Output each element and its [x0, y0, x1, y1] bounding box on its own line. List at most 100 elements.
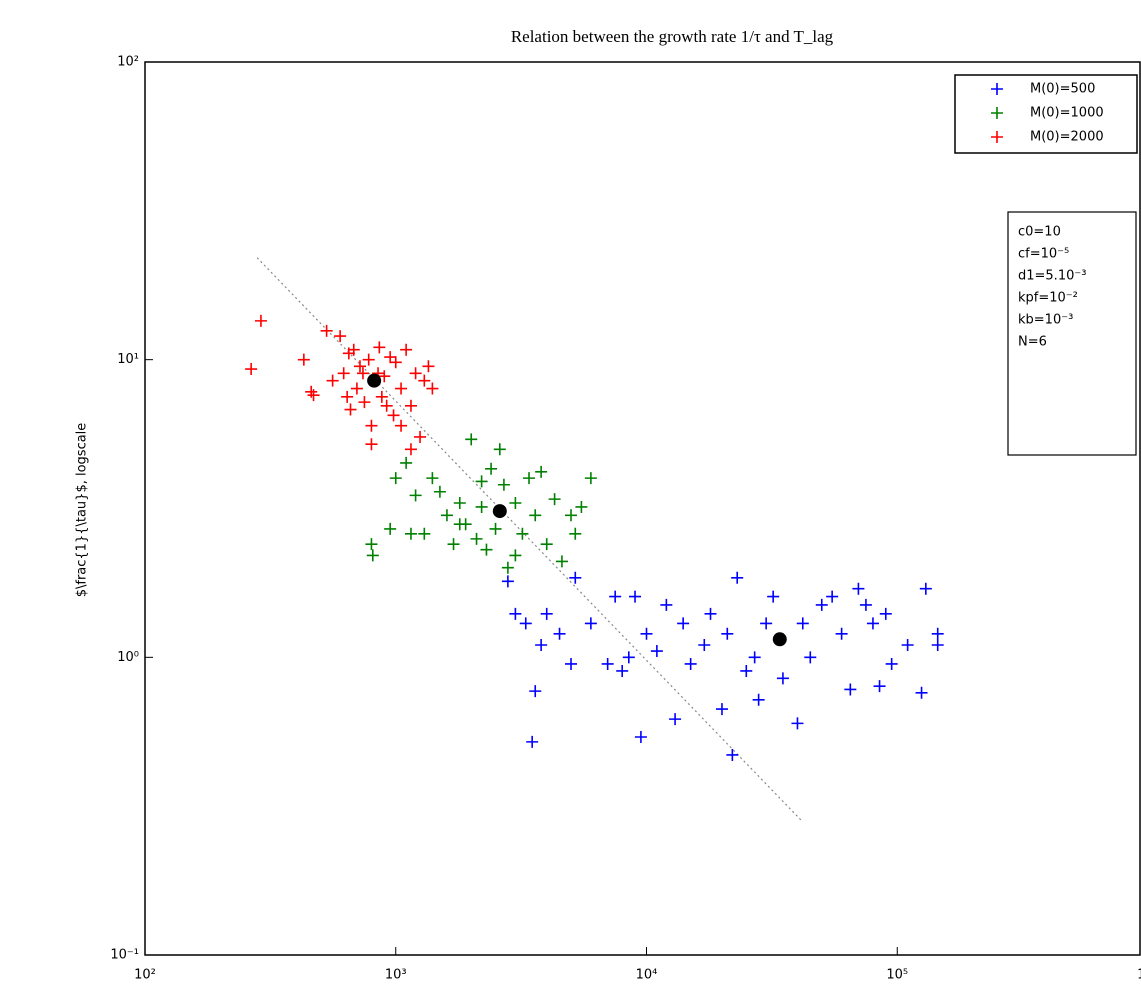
data-point	[440, 509, 453, 522]
data-point	[365, 419, 378, 432]
data-point	[879, 607, 892, 620]
data-point	[493, 443, 506, 456]
data-point	[387, 409, 400, 422]
data-point	[931, 639, 944, 652]
data-point	[866, 617, 879, 630]
y-tick-label: 10⁻¹	[110, 948, 139, 963]
y-tick-label: 10⁰	[117, 650, 139, 665]
mean-point	[772, 632, 787, 647]
data-point	[634, 730, 647, 743]
data-point	[540, 538, 553, 551]
data-point	[447, 538, 460, 551]
data-point	[497, 478, 510, 491]
data-point	[465, 433, 478, 446]
data-point	[731, 571, 744, 584]
data-point	[919, 582, 932, 595]
data-point	[426, 382, 439, 395]
data-point	[569, 571, 582, 584]
data-point	[715, 703, 728, 716]
data-point	[752, 693, 765, 706]
data-point	[519, 617, 532, 630]
annotation-line: N=6	[1018, 335, 1047, 350]
data-point	[873, 680, 886, 693]
data-point	[885, 657, 898, 670]
data-point	[400, 343, 413, 356]
legend-label: M(0)=1000	[1030, 106, 1104, 121]
legend-box	[954, 74, 1138, 154]
annotation-line: kpf=10⁻²	[1018, 291, 1078, 306]
data-point	[365, 438, 378, 451]
data-point	[601, 657, 614, 670]
data-point	[475, 475, 488, 488]
data-point	[389, 356, 402, 369]
data-point	[565, 657, 578, 670]
data-point	[548, 493, 561, 506]
x-tick-label: 10⁶	[1137, 968, 1141, 983]
data-point	[453, 518, 466, 531]
annotation-line: cf=10⁻⁵	[1018, 247, 1069, 262]
data-point	[489, 522, 502, 535]
data-point	[404, 443, 417, 456]
x-tick-label: 10³	[385, 968, 407, 983]
data-point	[740, 664, 753, 677]
data-point	[344, 403, 357, 416]
data-point	[698, 639, 711, 652]
data-point	[409, 367, 422, 380]
data-point	[414, 430, 427, 443]
data-point	[776, 672, 789, 685]
data-point	[373, 341, 386, 354]
data-point	[384, 522, 397, 535]
data-point	[565, 509, 578, 522]
data-point	[804, 651, 817, 664]
data-point	[433, 485, 446, 498]
data-point	[480, 543, 493, 556]
data-point	[362, 353, 375, 366]
legend-marker	[991, 83, 1003, 95]
data-point	[418, 527, 431, 540]
data-point	[767, 590, 780, 603]
data-point	[337, 367, 350, 380]
data-point	[540, 607, 553, 620]
annotation-line: d1=5.10⁻³	[1018, 269, 1086, 284]
fit-line	[256, 257, 804, 823]
data-point	[358, 396, 371, 409]
data-point	[453, 496, 466, 509]
data-point	[529, 509, 542, 522]
data-point	[389, 472, 402, 485]
data-point	[815, 598, 828, 611]
data-point	[350, 382, 363, 395]
x-tick-label: 10⁵	[886, 968, 908, 983]
data-point	[529, 685, 542, 698]
data-point	[378, 370, 391, 383]
data-point	[826, 590, 839, 603]
data-point	[704, 607, 717, 620]
data-point	[509, 549, 522, 562]
data-point	[404, 399, 417, 412]
data-point	[516, 527, 529, 540]
data-point	[501, 575, 514, 588]
legend-marker	[991, 107, 1003, 119]
data-point	[555, 555, 568, 568]
data-point	[526, 735, 539, 748]
data-point	[470, 532, 483, 545]
data-point	[418, 374, 431, 387]
data-point	[640, 627, 653, 640]
data-point	[422, 360, 435, 373]
data-point	[791, 717, 804, 730]
data-point	[409, 489, 422, 502]
data-point	[334, 330, 347, 343]
data-point	[760, 617, 773, 630]
data-point	[365, 538, 378, 551]
data-point	[931, 627, 944, 640]
data-point	[384, 351, 397, 364]
data-point	[320, 324, 333, 337]
data-point	[395, 419, 408, 432]
data-point	[509, 607, 522, 620]
data-point	[650, 645, 663, 658]
data-point	[835, 627, 848, 640]
annotation-box	[1007, 211, 1137, 456]
data-point	[475, 500, 488, 513]
data-point	[404, 527, 417, 540]
data-point	[341, 390, 354, 403]
data-point	[584, 472, 597, 485]
